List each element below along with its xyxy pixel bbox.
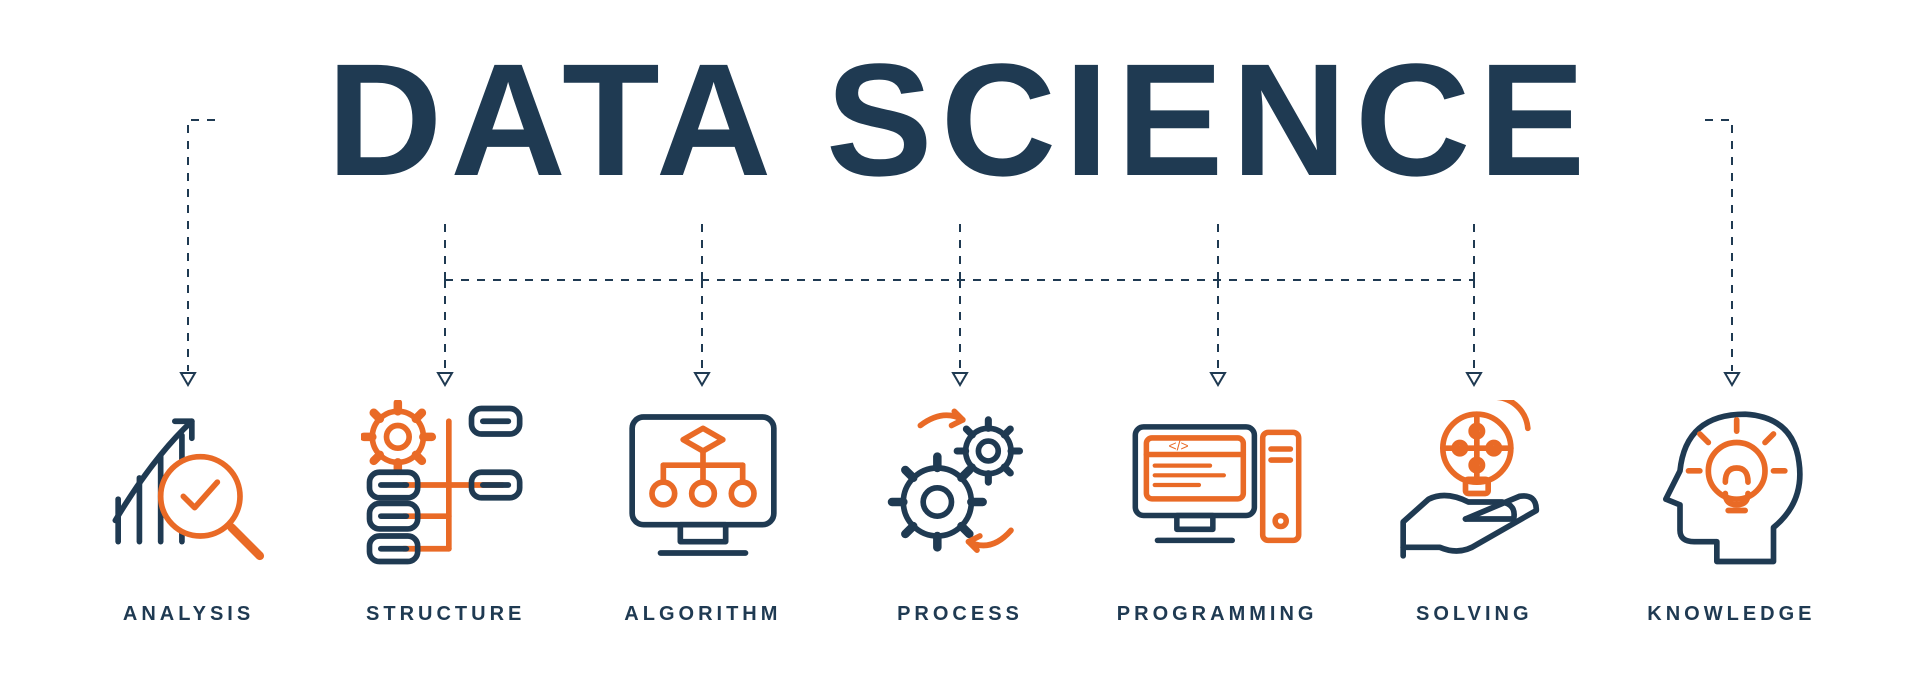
label-process: PROCESS [897, 603, 1023, 626]
icon-row: ANALYSIS [0, 395, 1920, 626]
solving-icon [1384, 395, 1564, 575]
analysis-icon [99, 395, 279, 575]
algorithm-icon [613, 395, 793, 575]
svg-text:</>: </> [1169, 437, 1189, 453]
label-analysis: ANALYSIS [123, 603, 254, 626]
label-solving: SOLVING [1416, 603, 1533, 626]
main-title: DATA SCIENCE [0, 40, 1920, 200]
item-algorithm: ALGORITHM [583, 395, 823, 626]
title-text: DATA SCIENCE [327, 30, 1593, 209]
knowledge-icon [1641, 395, 1821, 575]
label-programming: PROGRAMMING [1117, 603, 1318, 626]
item-process: PROCESS [840, 395, 1080, 626]
label-algorithm: ALGORITHM [624, 603, 781, 626]
item-solving: SOLVING [1354, 395, 1594, 626]
programming-icon: </> [1127, 395, 1307, 575]
item-analysis: ANALYSIS [69, 395, 309, 626]
item-programming: </> PROGRAMMING [1097, 395, 1337, 626]
structure-icon [356, 395, 536, 575]
item-structure: STRUCTURE [326, 395, 566, 626]
label-knowledge: KNOWLEDGE [1647, 603, 1815, 626]
process-icon [870, 395, 1050, 575]
label-structure: STRUCTURE [366, 603, 525, 626]
item-knowledge: KNOWLEDGE [1611, 395, 1851, 626]
